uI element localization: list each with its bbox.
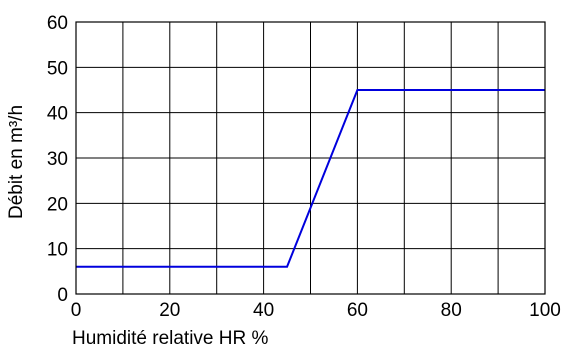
x-axis-title: Humidité relative HR % [72,328,268,349]
y-tick-label: 10 [47,240,68,261]
y-tick-labels: 0 10 20 30 40 50 60 [47,13,68,306]
plot-frame [75,21,546,295]
x-tick-label: 20 [159,300,180,321]
x-tick-label: 60 [347,300,368,321]
y-tick-label: 0 [57,285,68,306]
y-tick-label: 60 [47,13,68,34]
x-tick-label: 40 [253,300,274,321]
x-tick-label: 80 [441,300,462,321]
grid [76,22,545,294]
x-tick-label: 100 [529,300,561,321]
y-tick-label: 30 [47,149,68,170]
y-axis-title: Débit en m³/h [6,105,27,219]
x-tick-label: 0 [71,300,82,321]
series-layer [76,89,545,268]
x-tick-labels: 0 20 40 60 80 100 [71,300,561,321]
y-tick-label: 50 [47,58,68,79]
y-tick-label: 40 [47,104,68,125]
y-tick-label: 20 [47,194,68,215]
series-line [76,89,545,268]
